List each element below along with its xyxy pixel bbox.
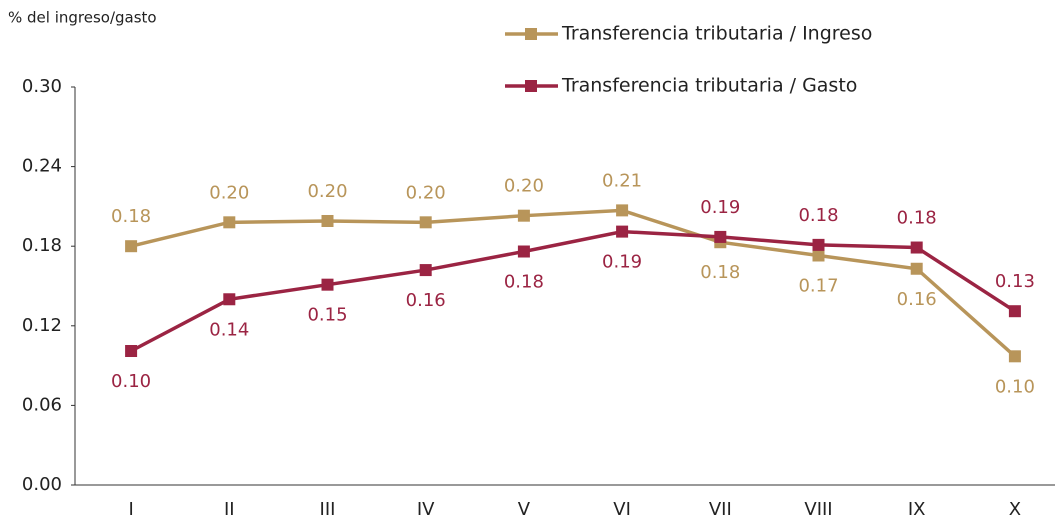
point	[419, 264, 432, 277]
point	[517, 209, 530, 222]
legend-marker	[525, 28, 537, 40]
data-label: 0.20	[307, 181, 347, 202]
data-label: 0.18	[111, 206, 151, 227]
point	[1008, 350, 1021, 363]
x-tick-label: IV	[417, 499, 435, 520]
x-tick-label: I	[128, 499, 133, 520]
data-label: 0.16	[897, 289, 937, 310]
point	[616, 204, 629, 217]
x-tick-label: V	[518, 499, 531, 520]
point	[812, 249, 825, 262]
data-label: 0.13	[995, 271, 1035, 292]
legend-label: Transferencia tributaria / Gasto	[561, 75, 857, 97]
series-line	[130, 208, 1017, 358]
data-label: 0.16	[406, 290, 446, 311]
point	[223, 293, 236, 306]
data-label: 0.17	[798, 275, 838, 296]
x-tick-label: VI	[613, 499, 631, 520]
point	[812, 238, 825, 251]
point	[419, 216, 432, 229]
series-line	[130, 229, 1016, 353]
x-tick-label: VII	[709, 499, 732, 520]
x-tick-label: X	[1009, 499, 1021, 520]
y-tick-label: 0.18	[22, 235, 62, 256]
data-label: 0.18	[897, 208, 937, 229]
data-label: 0.20	[209, 182, 249, 203]
data-label: 0.18	[504, 272, 544, 293]
legend-label: Transferencia tributaria / Ingreso	[561, 23, 872, 45]
data-label: 0.14	[209, 319, 249, 340]
x-tick-label: II	[224, 499, 235, 520]
x-tick-label: III	[320, 499, 336, 520]
data-label: 0.19	[602, 252, 642, 273]
point	[714, 230, 727, 243]
point	[910, 241, 923, 254]
data-label: 0.15	[307, 305, 347, 326]
data-label: 0.18	[700, 262, 740, 283]
data-label: 0.10	[995, 376, 1035, 397]
x-tick-label: IX	[908, 499, 926, 520]
x-tick-label: VIII	[804, 499, 832, 520]
point	[125, 240, 138, 253]
point	[517, 245, 530, 258]
point	[616, 225, 629, 238]
data-label: 0.19	[700, 197, 740, 218]
y-tick-label: 0.00	[22, 474, 62, 495]
y-tick-label: 0.30	[22, 76, 62, 97]
y-tick-label: 0.12	[22, 315, 62, 336]
point	[223, 216, 236, 229]
data-label: 0.10	[111, 371, 151, 392]
point	[1008, 305, 1021, 318]
point	[321, 278, 334, 291]
data-label: 0.18	[798, 205, 838, 226]
legend-marker	[525, 80, 537, 92]
y-axis-label: % del ingreso/gasto	[8, 9, 157, 27]
data-label: 0.20	[504, 176, 544, 197]
point	[910, 262, 923, 275]
point	[321, 214, 334, 227]
point	[125, 345, 138, 358]
data-label: 0.20	[406, 182, 446, 203]
y-tick-label: 0.06	[22, 394, 62, 415]
data-label: 0.21	[602, 170, 642, 191]
y-tick-label: 0.24	[22, 156, 62, 177]
